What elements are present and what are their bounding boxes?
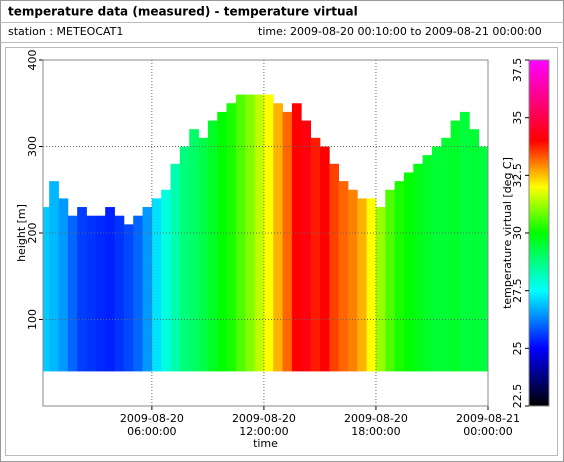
heat-cell [319, 146, 330, 372]
heat-cell [58, 198, 69, 372]
y-tick-label: 100 [26, 309, 39, 330]
time-range: time: 2009-08-20 00:10:00 to 2009-08-21 … [258, 25, 542, 38]
heat-cell [43, 207, 50, 372]
heat-cell [95, 215, 106, 372]
heat-cell [226, 103, 237, 372]
heat-cell [357, 198, 368, 372]
heat-cell [217, 111, 227, 372]
heat-cell [291, 103, 302, 372]
heat-cell [394, 181, 405, 372]
heat-cell [459, 111, 470, 372]
colorbar-label: temperature virtual [deg C] [501, 157, 514, 309]
colorbar-tick-label: 27.5 [511, 278, 524, 303]
heat-cell [170, 163, 181, 372]
colorbar-tick-label: 35 [511, 111, 524, 125]
heat-cell [375, 207, 386, 372]
heat-cell [385, 189, 396, 372]
y-tick-label: 400 [26, 50, 39, 71]
x-axis-label: time [253, 437, 278, 450]
panel [5, 47, 558, 456]
heat-cell [114, 215, 125, 372]
heat-cell [123, 224, 134, 372]
heat-cell [161, 189, 171, 372]
heat-cell [282, 111, 293, 372]
heat-cell [469, 129, 480, 372]
heat-cell [151, 198, 162, 372]
x-tick-label: 2009-08-20 18:00:00 [344, 412, 408, 438]
colorbar-tick-label: 22.5 [511, 384, 524, 409]
heat-cell [413, 163, 424, 372]
heat-cell [67, 215, 78, 372]
heat-cell [105, 207, 115, 372]
x-tick-label: 2009-08-20 12:00:00 [232, 412, 296, 438]
heat-cell [235, 94, 246, 372]
colorbar [528, 59, 550, 407]
heat-cell [49, 181, 59, 372]
colorbar-tick-label: 32.5 [511, 163, 524, 188]
colorbar-tick-label: 30 [511, 226, 524, 240]
heat-cell [207, 120, 218, 372]
colorbar-tick-label: 37.5 [511, 58, 524, 83]
heat-cell [189, 129, 199, 372]
heat-cell [273, 103, 283, 372]
y-tick-label: 300 [26, 136, 39, 157]
heat-cell [77, 207, 87, 372]
x-tick-label: 2009-08-21 00:00:00 [456, 412, 520, 438]
title: temperature data (measured) - temperatur… [8, 5, 358, 19]
y-axis-label: height [m] [15, 204, 28, 262]
colorbar-tick-label: 25 [511, 341, 524, 355]
heat-cell [403, 172, 414, 372]
heat-cell [422, 155, 433, 372]
heat-cell [366, 198, 377, 372]
station: station : METEOCAT1 [8, 25, 123, 38]
y-tick-label: 200 [26, 223, 39, 244]
heat-cell [179, 146, 190, 372]
heat-cell [86, 215, 97, 372]
heat-cell [301, 120, 311, 372]
plot-border [42, 59, 489, 407]
heat-cell [450, 120, 461, 372]
heat-cell [310, 137, 321, 372]
heat-cell [431, 146, 442, 372]
heat-cell [441, 137, 452, 372]
heat-cell [338, 181, 349, 372]
heat-cell [198, 137, 209, 372]
heat-cell [329, 163, 340, 372]
heat-cell [347, 189, 358, 372]
heat-cell [478, 146, 488, 372]
x-tick-label: 2009-08-20 06:00:00 [120, 412, 184, 438]
heat-cell [133, 215, 143, 372]
heat-cell [142, 207, 153, 372]
